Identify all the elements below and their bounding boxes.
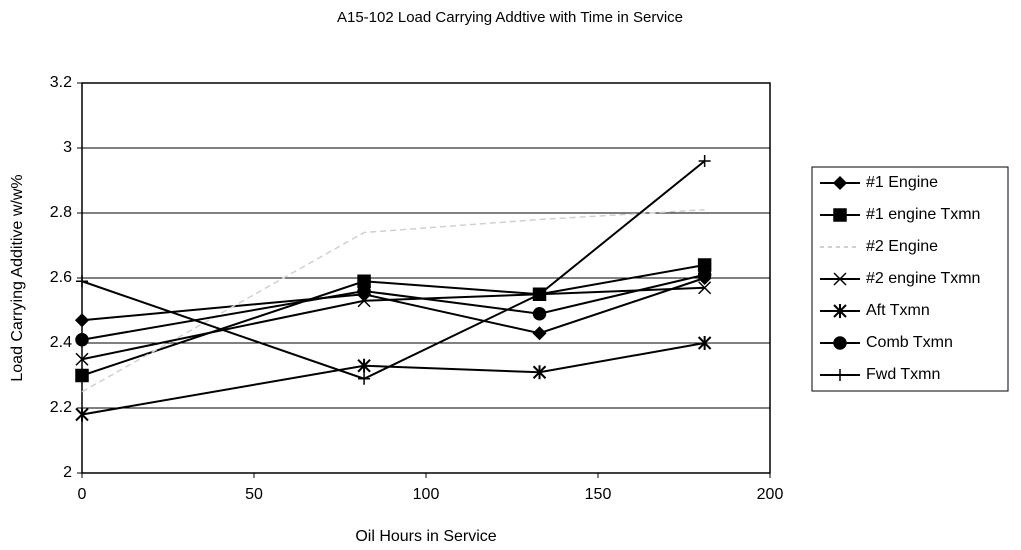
marker bbox=[357, 358, 371, 373]
marker bbox=[75, 368, 89, 383]
marker bbox=[74, 313, 90, 328]
y-tick-label: 2.8 bbox=[50, 204, 72, 221]
y-tick-label: 3.2 bbox=[50, 74, 72, 91]
marker bbox=[833, 272, 847, 286]
marker bbox=[532, 307, 547, 321]
y-tick-label: 2.4 bbox=[50, 334, 72, 351]
chart-title: A15-102 Load Carrying Addtive with Time … bbox=[337, 9, 683, 26]
series-line bbox=[81, 209, 705, 393]
legend-label: #1 Engine bbox=[866, 174, 938, 191]
marker bbox=[832, 175, 848, 191]
marker bbox=[532, 326, 547, 341]
x-tick-label: 100 bbox=[413, 486, 440, 503]
legend-label: Fwd Txmn bbox=[866, 366, 940, 383]
x-tick-label: 50 bbox=[245, 486, 263, 503]
marker bbox=[76, 275, 88, 288]
marker bbox=[75, 352, 89, 366]
y-tick-label: 2 bbox=[63, 464, 72, 481]
x-tick-label: 200 bbox=[757, 486, 784, 503]
y-tick-label: 3 bbox=[63, 139, 72, 156]
y-tick-label: 2.6 bbox=[50, 269, 72, 286]
marker bbox=[698, 281, 712, 295]
marker bbox=[358, 372, 371, 385]
series-line bbox=[81, 342, 705, 416]
marker bbox=[834, 369, 846, 381]
y-axis-label: Load Carrying Additive w/w% bbox=[9, 174, 26, 381]
x-tick-label: 150 bbox=[585, 486, 612, 503]
marker bbox=[833, 304, 847, 318]
legend-label: #2 engine Txmn bbox=[866, 270, 980, 287]
marker bbox=[697, 268, 712, 282]
series-line bbox=[81, 160, 706, 380]
marker bbox=[532, 365, 547, 380]
marker bbox=[533, 288, 546, 301]
marker bbox=[698, 155, 711, 167]
legend-label: #1 engine Txmn bbox=[866, 206, 980, 223]
x-axis-label: Oil Hours in Service bbox=[355, 528, 496, 545]
x-tick-label: 0 bbox=[78, 486, 87, 503]
legend-label: Aft Txmn bbox=[866, 302, 930, 319]
marker bbox=[833, 208, 847, 222]
marker bbox=[357, 294, 371, 308]
series-line bbox=[81, 273, 705, 341]
marker bbox=[75, 407, 89, 422]
marker bbox=[75, 333, 89, 347]
marker bbox=[357, 284, 371, 298]
marker bbox=[833, 336, 847, 350]
series-line bbox=[81, 264, 705, 377]
legend-label: Comb Txmn bbox=[866, 334, 953, 351]
legend-label: #2 Engine bbox=[866, 238, 938, 255]
y-tick-label: 2.2 bbox=[50, 399, 72, 416]
series-line bbox=[81, 277, 705, 335]
marker bbox=[697, 336, 712, 350]
